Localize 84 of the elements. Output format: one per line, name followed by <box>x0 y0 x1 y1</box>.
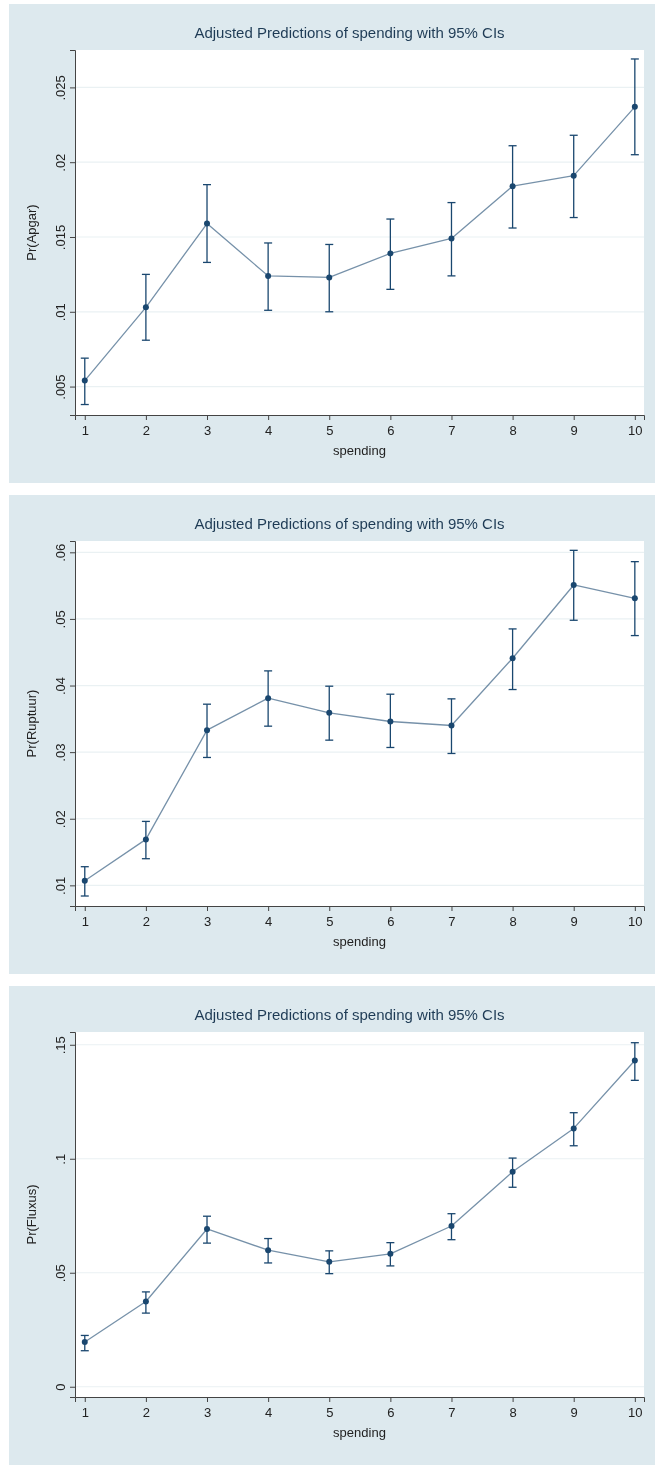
x-tick-label: 7 <box>448 423 456 439</box>
x-tick-label: 3 <box>203 1405 212 1421</box>
point <box>81 377 88 384</box>
x-tick-label: 10 <box>628 914 643 930</box>
chart-title: Adjusted Predictions of spending with 95% CIs <box>194 1006 505 1023</box>
point <box>570 1125 577 1132</box>
y-tick-label: .01 <box>53 303 68 322</box>
x-tick-label: 9 <box>570 423 578 439</box>
x-tick-label: 9 <box>570 1405 578 1421</box>
x-tick-label: 3 <box>203 423 212 439</box>
y-tick-label: .025 <box>53 75 68 101</box>
x-tick-label: 7 <box>448 1405 456 1421</box>
x-tick-label: 6 <box>387 423 395 439</box>
x-tick-label: 9 <box>570 914 578 930</box>
y-axis-title: Pr(Fluxus) <box>24 1184 39 1245</box>
x-tick-label: 10 <box>628 1405 643 1421</box>
chart-title: Adjusted Predictions of spending with 95% CIs <box>194 515 505 532</box>
y-tick-label: .01 <box>53 876 68 895</box>
x-tick-label: 4 <box>265 1405 273 1421</box>
x-axis-title: spending <box>333 1425 386 1440</box>
point <box>570 172 577 179</box>
point <box>204 220 211 227</box>
x-tick-label: 1 <box>81 1405 89 1421</box>
y-tick-label: .05 <box>53 1264 68 1283</box>
x-tick-label: 3 <box>203 914 212 930</box>
point <box>326 274 333 281</box>
y-tick-label: 0 <box>53 1383 68 1391</box>
x-tick-label: 6 <box>387 914 395 930</box>
y-tick-label: .02 <box>53 153 68 172</box>
x-axis-title: spending <box>333 934 386 949</box>
y-tick-label: .15 <box>53 1036 68 1055</box>
point <box>509 1168 516 1175</box>
point <box>265 695 272 702</box>
y-tick-label: .005 <box>53 374 68 400</box>
point <box>326 709 333 716</box>
x-tick-label: 8 <box>509 423 517 439</box>
point <box>326 1258 333 1265</box>
y-tick-label: .015 <box>53 224 68 251</box>
x-tick-label: 5 <box>326 1405 334 1421</box>
point <box>142 304 149 311</box>
y-tick-label: .05 <box>53 610 68 629</box>
point <box>631 1057 638 1064</box>
x-tick-label: 4 <box>265 423 273 439</box>
x-tick-label: 2 <box>142 423 151 439</box>
point <box>387 1250 394 1257</box>
x-tick-label: 6 <box>387 1405 395 1421</box>
y-tick-label: .02 <box>53 810 68 829</box>
point <box>448 722 455 729</box>
point <box>265 1247 272 1254</box>
x-tick-label: 5 <box>326 423 334 439</box>
point <box>142 836 149 843</box>
x-tick-label: 5 <box>326 914 334 930</box>
y-tick-label: .03 <box>53 743 68 762</box>
point <box>631 103 638 110</box>
x-tick-label: 1 <box>81 423 89 439</box>
x-tick-label: 1 <box>81 914 89 930</box>
x-tick-label: 8 <box>509 1405 517 1421</box>
point <box>387 718 394 725</box>
x-tick-label: 2 <box>142 914 151 930</box>
y-tick-label: .06 <box>53 543 68 562</box>
point <box>570 581 577 588</box>
x-tick-label: 2 <box>142 1405 151 1421</box>
y-axis-title: Pr(Apgar) <box>24 204 39 261</box>
point <box>448 235 455 242</box>
x-tick-label: 8 <box>509 914 517 930</box>
x-axis-title: spending <box>333 443 386 458</box>
point <box>509 655 516 662</box>
point <box>631 595 638 602</box>
point <box>265 272 272 279</box>
x-tick-label: 4 <box>265 914 273 930</box>
x-tick-label: 7 <box>448 914 456 930</box>
chart-title: Adjusted Predictions of spending with 95% CIs <box>194 24 505 41</box>
point <box>387 250 394 257</box>
x-tick-label: 10 <box>628 423 643 439</box>
point <box>448 1223 455 1230</box>
point <box>81 877 88 884</box>
y-axis-title: Pr(Ruptuur) <box>24 689 39 758</box>
point <box>204 727 211 734</box>
point <box>142 1298 149 1305</box>
y-tick-label: .04 <box>53 677 68 696</box>
point <box>204 1225 211 1232</box>
y-tick-label: .1 <box>53 1153 68 1165</box>
point <box>81 1339 88 1346</box>
point <box>509 183 516 190</box>
